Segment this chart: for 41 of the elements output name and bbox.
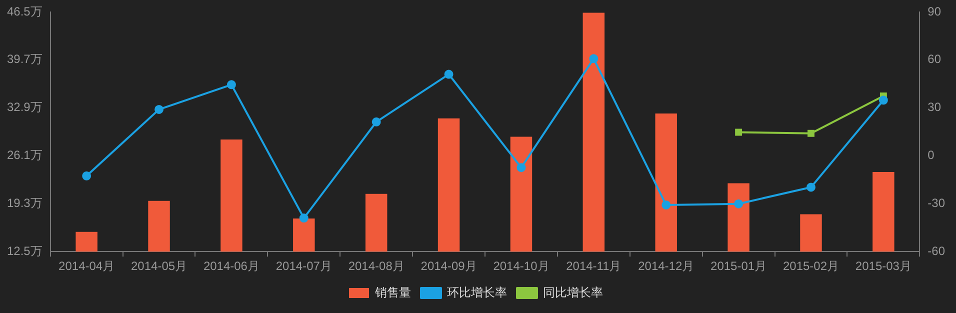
point [589,54,598,64]
legend-label: 环比增长率 [447,285,507,300]
x-tick-label: 2014-04月 [58,259,115,274]
legend-label: 销售量 [374,285,411,300]
point [662,200,671,210]
x-tick-label: 2014-05月 [130,259,188,274]
y2-tick-label: -30 [928,196,946,210]
x-tick-label: 2014-07月 [276,259,332,274]
point [735,128,742,136]
point [806,182,816,192]
y2-tick-label: 0 [928,148,935,162]
y-tick-label: 26.1万 [6,148,42,162]
x-tick-label: 2014-06月 [203,259,260,274]
point [444,70,454,79]
x-tick-label: 2014-08月 [348,259,404,274]
point [734,199,744,208]
y2-tick-label: 30 [928,100,942,114]
x-tick-label: 2015-02月 [782,259,840,274]
y-tick-label: 19.3万 [6,196,42,210]
x-tick-label: 2014-12月 [638,259,694,274]
x-tick-label: 2015-01月 [710,259,767,274]
point [516,163,526,172]
point [808,130,814,137]
point [878,96,888,105]
point [226,80,236,90]
x-tick-label: 2014-10月 [493,259,550,274]
point [299,214,308,223]
point [372,117,381,126]
x-tick-label: 2014-09月 [420,259,477,274]
y2-tick-label: -60 [928,244,946,258]
point [82,171,92,180]
x-tick-label: 2014-11月 [566,259,622,274]
y-tick-label: 12.5万 [6,244,42,258]
point [154,104,164,114]
y2-tick-label: 60 [928,52,942,66]
legend-label: 同比增长率 [543,285,603,300]
y2-tick-label: 90 [928,4,942,18]
y-tick-label: 32.9万 [6,100,42,114]
x-tick-label: 2015-03月 [855,259,912,274]
y-tick-label: 39.7万 [6,52,42,66]
y-tick-label: 46.5万 [6,4,42,18]
